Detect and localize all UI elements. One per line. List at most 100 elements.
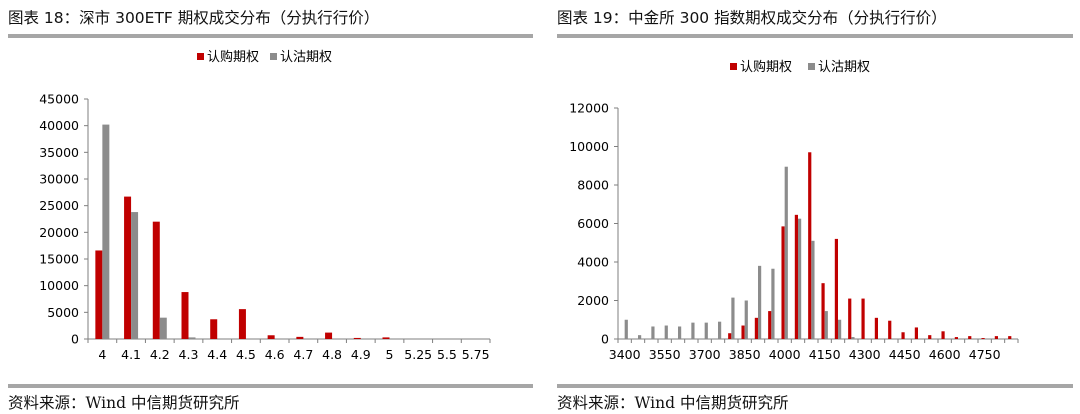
put-bar-right	[838, 319, 842, 339]
call-bar-left	[210, 319, 218, 339]
right-x-tick-label: 4150	[809, 347, 841, 362]
left-y-tick-label: 15000	[39, 252, 79, 267]
left-source-note: 资料来源：Wind 中信期货研究所	[8, 394, 240, 412]
right-y-tick-label: 12000	[569, 101, 609, 116]
call-bar-right	[728, 333, 732, 339]
call-bar-right	[874, 317, 878, 339]
call-bar-left	[296, 336, 304, 339]
right-bottom-rule	[557, 384, 1073, 388]
right-y-tick-label: 4000	[577, 255, 609, 270]
put-bar-right	[771, 268, 775, 339]
left-x-tick-label: 4.4	[207, 347, 227, 362]
left-y-tick-label: 45000	[39, 92, 79, 107]
put-bar-right	[798, 218, 802, 339]
put-bar-right	[718, 321, 722, 339]
left-x-tick-label: 5.25	[404, 347, 432, 362]
right-y-tick-label: 10000	[569, 139, 609, 154]
put-bar-right	[678, 326, 682, 339]
call-bar-right	[808, 152, 812, 339]
call-bar-right	[741, 325, 745, 339]
call-bar-right	[928, 335, 932, 339]
put-bar-right	[731, 297, 735, 339]
right-x-tick-label: 4450	[889, 347, 921, 362]
call-bar-left	[124, 196, 132, 339]
right-source-note: 资料来源：Wind 中信期货研究所	[557, 394, 789, 412]
call-bar-right	[914, 327, 918, 339]
left-y-tick-label: 10000	[39, 278, 79, 293]
call-bar-right	[821, 283, 825, 339]
left-x-tick-label: 5.75	[462, 347, 490, 362]
left-x-tick-label: 4.9	[351, 347, 371, 362]
right-legend-label: 认购期权	[740, 59, 792, 75]
call-bar-right	[968, 336, 972, 339]
left-legend-label: 认购期权	[207, 49, 259, 65]
left-legend-label: 认沽期权	[280, 49, 332, 65]
left-legend-swatch	[197, 53, 204, 60]
left-x-tick-label: 4.8	[322, 347, 342, 362]
call-bar-left	[152, 221, 160, 339]
left-x-tick-label: 4.2	[150, 347, 170, 362]
right-chart-title: 图表 19：中金所 300 指数期权成交分布（分执行行价）	[557, 9, 947, 27]
call-bar-left	[267, 335, 275, 339]
left-x-tick-label: 5	[386, 347, 394, 362]
left-y-tick-label: 35000	[39, 145, 79, 160]
call-bar-right	[754, 317, 758, 339]
left-top-rule	[8, 34, 533, 38]
right-x-tick-label: 4750	[969, 347, 1001, 362]
call-bar-right	[834, 238, 838, 339]
put-bar-right	[691, 322, 695, 339]
left-chart-title: 图表 18：深市 300ETF 期权成交分布（分执行行价）	[8, 9, 380, 27]
left-x-tick-label: 4	[98, 347, 106, 362]
left-y-tick-label: 30000	[39, 172, 79, 187]
left-x-tick-label: 4.1	[121, 347, 141, 362]
right-y-tick-label: 8000	[577, 178, 609, 193]
right-x-tick-label: 3400	[609, 347, 641, 362]
left-y-tick-label: 20000	[39, 225, 79, 240]
call-bar-left	[238, 309, 246, 339]
put-bar-left	[159, 317, 167, 339]
put-bar-right	[664, 325, 668, 339]
left-x-tick-label: 4.6	[265, 347, 285, 362]
right-y-tick-label: 0	[601, 332, 609, 347]
call-bar-left	[181, 292, 189, 339]
right-legend-swatch	[730, 63, 737, 70]
put-bar-left	[188, 337, 196, 339]
left-y-tick-label: 0	[71, 332, 79, 347]
call-bar-left	[382, 337, 390, 339]
left-bottom-rule	[8, 384, 533, 388]
put-bar-right	[624, 319, 628, 339]
left-y-tick-label: 5000	[47, 305, 79, 320]
put-bar-left	[131, 212, 139, 339]
put-bar-left	[102, 124, 110, 339]
put-bar-right	[758, 265, 762, 339]
right-legend-label: 认沽期权	[818, 59, 870, 75]
put-bar-right	[704, 322, 708, 339]
call-bar-right	[848, 298, 852, 339]
call-bar-right	[888, 320, 892, 339]
put-bar-right	[824, 311, 828, 339]
right-x-tick-label: 3700	[689, 347, 721, 362]
right-x-tick-label: 4000	[769, 347, 801, 362]
call-bar-right	[901, 332, 905, 339]
right-y-tick-label: 6000	[577, 216, 609, 231]
left-x-tick-label: 4.5	[236, 347, 256, 362]
right-y-tick-label: 2000	[577, 293, 609, 308]
right-top-rule	[557, 34, 1073, 38]
left-x-tick-label: 4.7	[293, 347, 313, 362]
put-bar-right	[744, 300, 748, 339]
put-bar-right	[651, 326, 655, 339]
put-bar-right	[811, 240, 815, 339]
call-bar-right	[941, 331, 945, 339]
right-x-tick-label: 4600	[929, 347, 961, 362]
put-bar-right	[851, 337, 855, 339]
right-x-tick-label: 3850	[729, 347, 761, 362]
call-bar-right	[794, 214, 798, 339]
left-legend-swatch	[270, 53, 277, 60]
call-bar-right	[1008, 336, 1012, 339]
call-bar-right	[781, 226, 785, 339]
right-legend-swatch	[808, 63, 815, 70]
call-bar-right	[954, 337, 958, 339]
call-bar-left	[325, 332, 333, 339]
right-x-tick-label: 4300	[849, 347, 881, 362]
